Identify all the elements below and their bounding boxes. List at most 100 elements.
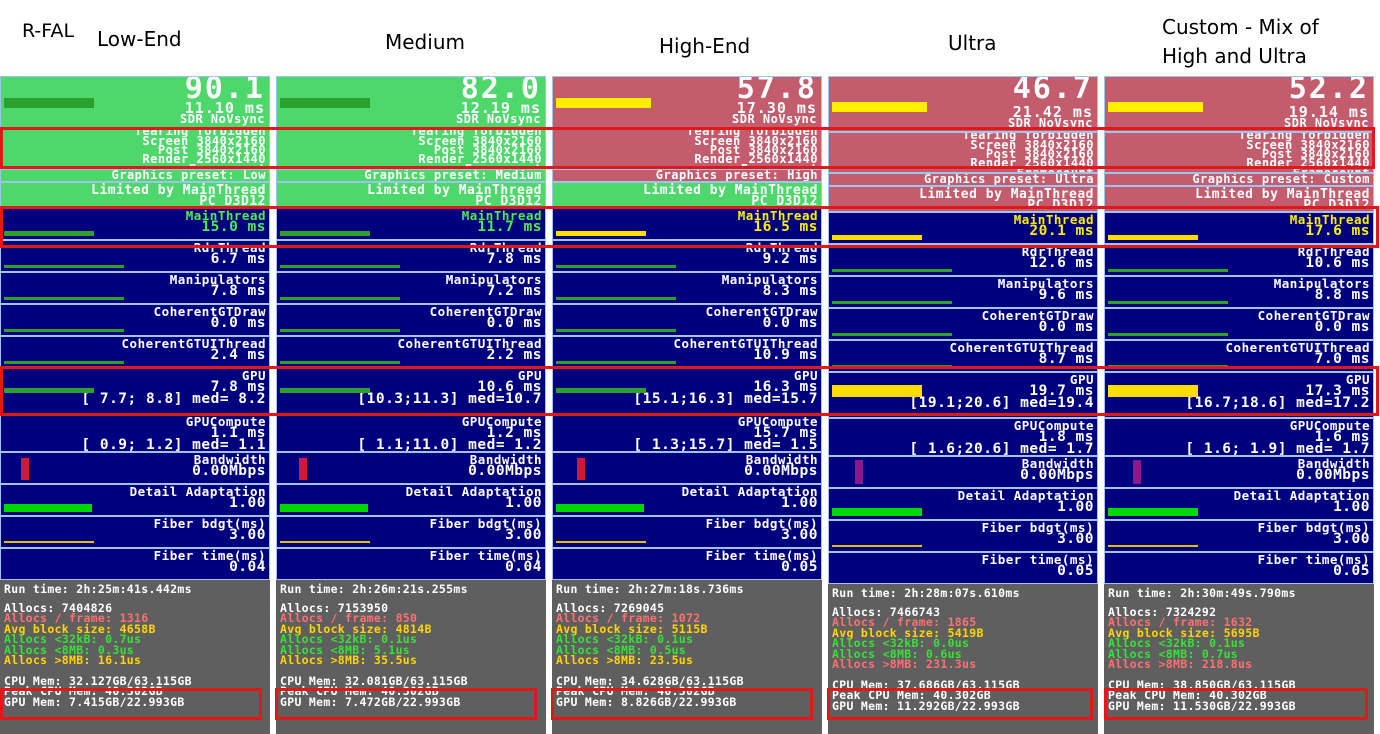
gpu-graph [832, 385, 922, 397]
limited-by-label: Limited by MainThread [643, 183, 818, 198]
post-resolution: Post 3840x2160 [433, 143, 542, 157]
screen-resolution: Screen 3840x2160 [970, 138, 1094, 152]
metric-graph [1108, 333, 1228, 336]
coherent-draw-panel: CoherentGTDraw 0.0 ms [0, 304, 270, 336]
coherent-draw-panel: CoherentGTDraw 0.0 ms [552, 304, 822, 336]
fiber-time-value: 0.05 [781, 559, 818, 575]
detail-adaptation-panel: Detail Adaptation 1.00 [1104, 488, 1374, 520]
fps-panel: 90.1 11.10 ms SDR NoVsync [0, 76, 270, 128]
stats-column-2: 57.8 17.30 ms SDR NoVsync Tearing forbidden… [552, 76, 822, 734]
gpu-label: GPU [1345, 372, 1370, 387]
gpu-compute-range: [ 1.6;20.6] med= 1.7 [909, 441, 1094, 456]
limited-panel: Limited by MainThread PC D3D12 [0, 182, 270, 208]
allocs-gt8mb: Allocs >8MB: 23.5us [556, 653, 694, 667]
mainthread-panel: MainThread 11.7 ms [276, 208, 546, 240]
post-resolution: Post 3840x2160 [709, 143, 818, 157]
fiber-budget-line [280, 541, 370, 543]
manipulators-label: Manipulators [721, 272, 818, 287]
fiber-time-label: Fiber time(ms) [705, 548, 818, 563]
gpu-compute-value: 15.7 ms [753, 425, 818, 441]
fps-value: 52.2 [1288, 76, 1369, 106]
highlight-gpu-mem-low [0, 688, 262, 720]
bandwidth-value: 0.00Mbps [1020, 467, 1094, 483]
gpu-compute-label: GPUCompute [461, 414, 542, 429]
gpu-compute-range: [ 1.1;11.0] med= 1.2 [357, 437, 542, 452]
preset-panel: Graphics preset: Medium [276, 169, 546, 182]
sdr-label: SDR NoVsync [456, 112, 541, 126]
sdr-label: SDR NoVsync [1284, 116, 1369, 130]
fiber-budget-label: Fiber bdgt(ms) [153, 516, 266, 531]
gpu-range: [15.1;16.3] med=15.7 [633, 391, 818, 407]
fps-panel: 52.2 19.14 ms SDR NoVsync [1104, 76, 1374, 132]
metric-graph [556, 265, 676, 268]
metric-graph [556, 297, 676, 300]
frame-time-value: 11.10 ms [184, 99, 265, 117]
allocs-8mb: Allocs <8MB: 0.3us [4, 642, 135, 657]
fiber-budget-value: 3.00 [1057, 531, 1094, 547]
post-resolution: Post 3840x2160 [157, 143, 266, 157]
fiber-time-panel: Fiber time(ms) 0.04 [276, 548, 546, 580]
avg-block-size: Avg block size: 4814B [280, 621, 432, 636]
fps-value: 57.8 [736, 76, 817, 106]
mainthread-label: MainThread [185, 208, 266, 223]
fiber-time-value: 0.05 [1333, 563, 1370, 579]
manipulators-value: 8.3 ms [762, 283, 818, 299]
fiber-time-panel: Fiber time(ms) 0.04 [0, 548, 270, 580]
allocs-32kb: Allocs <32kB: 0.1us [280, 632, 418, 646]
memory-stats: Run time: 2h:30m:49s.790ms Allocs: 732429… [1104, 588, 1374, 711]
metric-graph [280, 297, 400, 300]
cpu-mem: CPU Mem: 32.127GB/63.115GB [4, 673, 192, 688]
graphics-preset: Graphics preset: Custom [1192, 173, 1370, 186]
run-time: Run time: 2h:28m:07s.610ms [832, 586, 1020, 600]
allocs-8mb: Allocs <8MB: 5.1us [280, 642, 411, 657]
mainthread-value: 20.1 ms [1029, 223, 1094, 239]
fiber-budget-value: 3.00 [229, 527, 266, 543]
metric-graph [832, 235, 922, 240]
frame-time-graph [556, 98, 651, 108]
highlight-mainthread [0, 206, 1379, 248]
gpu-range: [ 7.7; 8.8] med= 8.2 [81, 391, 266, 407]
gpu-label: GPU [517, 368, 542, 383]
run-time: Run time: 2h:25m:41s.442ms [4, 582, 192, 596]
coherent-ui-panel: CoherentGTUIThread 2.2 ms [276, 336, 546, 368]
allocs-32kb: Allocs <32kB: 0.1us [1108, 636, 1246, 650]
coherent-draw-panel: CoherentGTDraw 0.0 ms [1104, 308, 1374, 340]
bandwidth-panel: Bandwidth 0.00Mbps [1104, 456, 1374, 488]
bandwidth-value: 0.00Mbps [468, 463, 542, 479]
mainthread-panel: MainThread 20.1 ms [828, 212, 1098, 244]
fiber-budget-label: Fiber bdgt(ms) [981, 520, 1094, 535]
highlight-resolution [0, 127, 1375, 169]
metric-graph [4, 361, 124, 364]
framecount-label: Framecount [188, 162, 266, 169]
mainthread-value: 16.5 ms [753, 219, 818, 235]
coherent-ui-label: CoherentGTUIThread [1225, 340, 1370, 355]
allocs-per-frame: Allocs / frame: 1072 [556, 611, 701, 625]
run-time: Run time: 2h:30m:49s.790ms [1108, 586, 1296, 600]
rdrthread-panel: RdrThread 10.6 ms [1104, 244, 1374, 276]
rdrthread-panel: RdrThread 12.6 ms [828, 244, 1098, 276]
coherent-ui-panel: CoherentGTUIThread 2.4 ms [0, 336, 270, 368]
allocs-32kb: Allocs <32kB: 0.0us [832, 636, 970, 650]
fiber-budget-line [832, 545, 922, 547]
fiber-budget-panel: Fiber bdgt(ms) 3.00 [552, 516, 822, 548]
detail-adaptation-value: 1.00 [505, 495, 542, 511]
coherent-draw-value: 0.0 ms [486, 315, 542, 331]
page-title: R-FAL [22, 20, 75, 42]
detail-adaptation-bar [556, 504, 644, 512]
fiber-time-panel: Fiber time(ms) 0.05 [1104, 552, 1374, 584]
bandwidth-label: Bandwidth [1297, 456, 1370, 471]
metric-graph [556, 231, 646, 236]
gpu-compute-range: [ 1.3;15.7] med= 1.5 [633, 437, 818, 452]
limited-panel: Limited by MainThread PC D3D12 [276, 182, 546, 208]
frame-time-graph [280, 98, 370, 108]
bandwidth-graph [577, 458, 585, 480]
detail-adaptation-label: Detail Adaptation [129, 484, 266, 499]
gpu-value: 10.6 ms [477, 379, 542, 395]
manipulators-panel: Manipulators 9.6 ms [828, 276, 1098, 308]
allocs-32kb: Allocs <32kB: 0.1us [556, 632, 694, 646]
coherent-draw-panel: CoherentGTDraw 0.0 ms [276, 304, 546, 336]
rdrthread-value: 6.7 ms [210, 251, 266, 267]
gpu-mem: GPU Mem: 7.472GB/22.993GB [280, 694, 461, 709]
coherent-ui-label: CoherentGTUIThread [121, 336, 266, 351]
gpu-panel: GPU 19.7 ms [19.1;20.6] med=19.4 [828, 372, 1098, 418]
